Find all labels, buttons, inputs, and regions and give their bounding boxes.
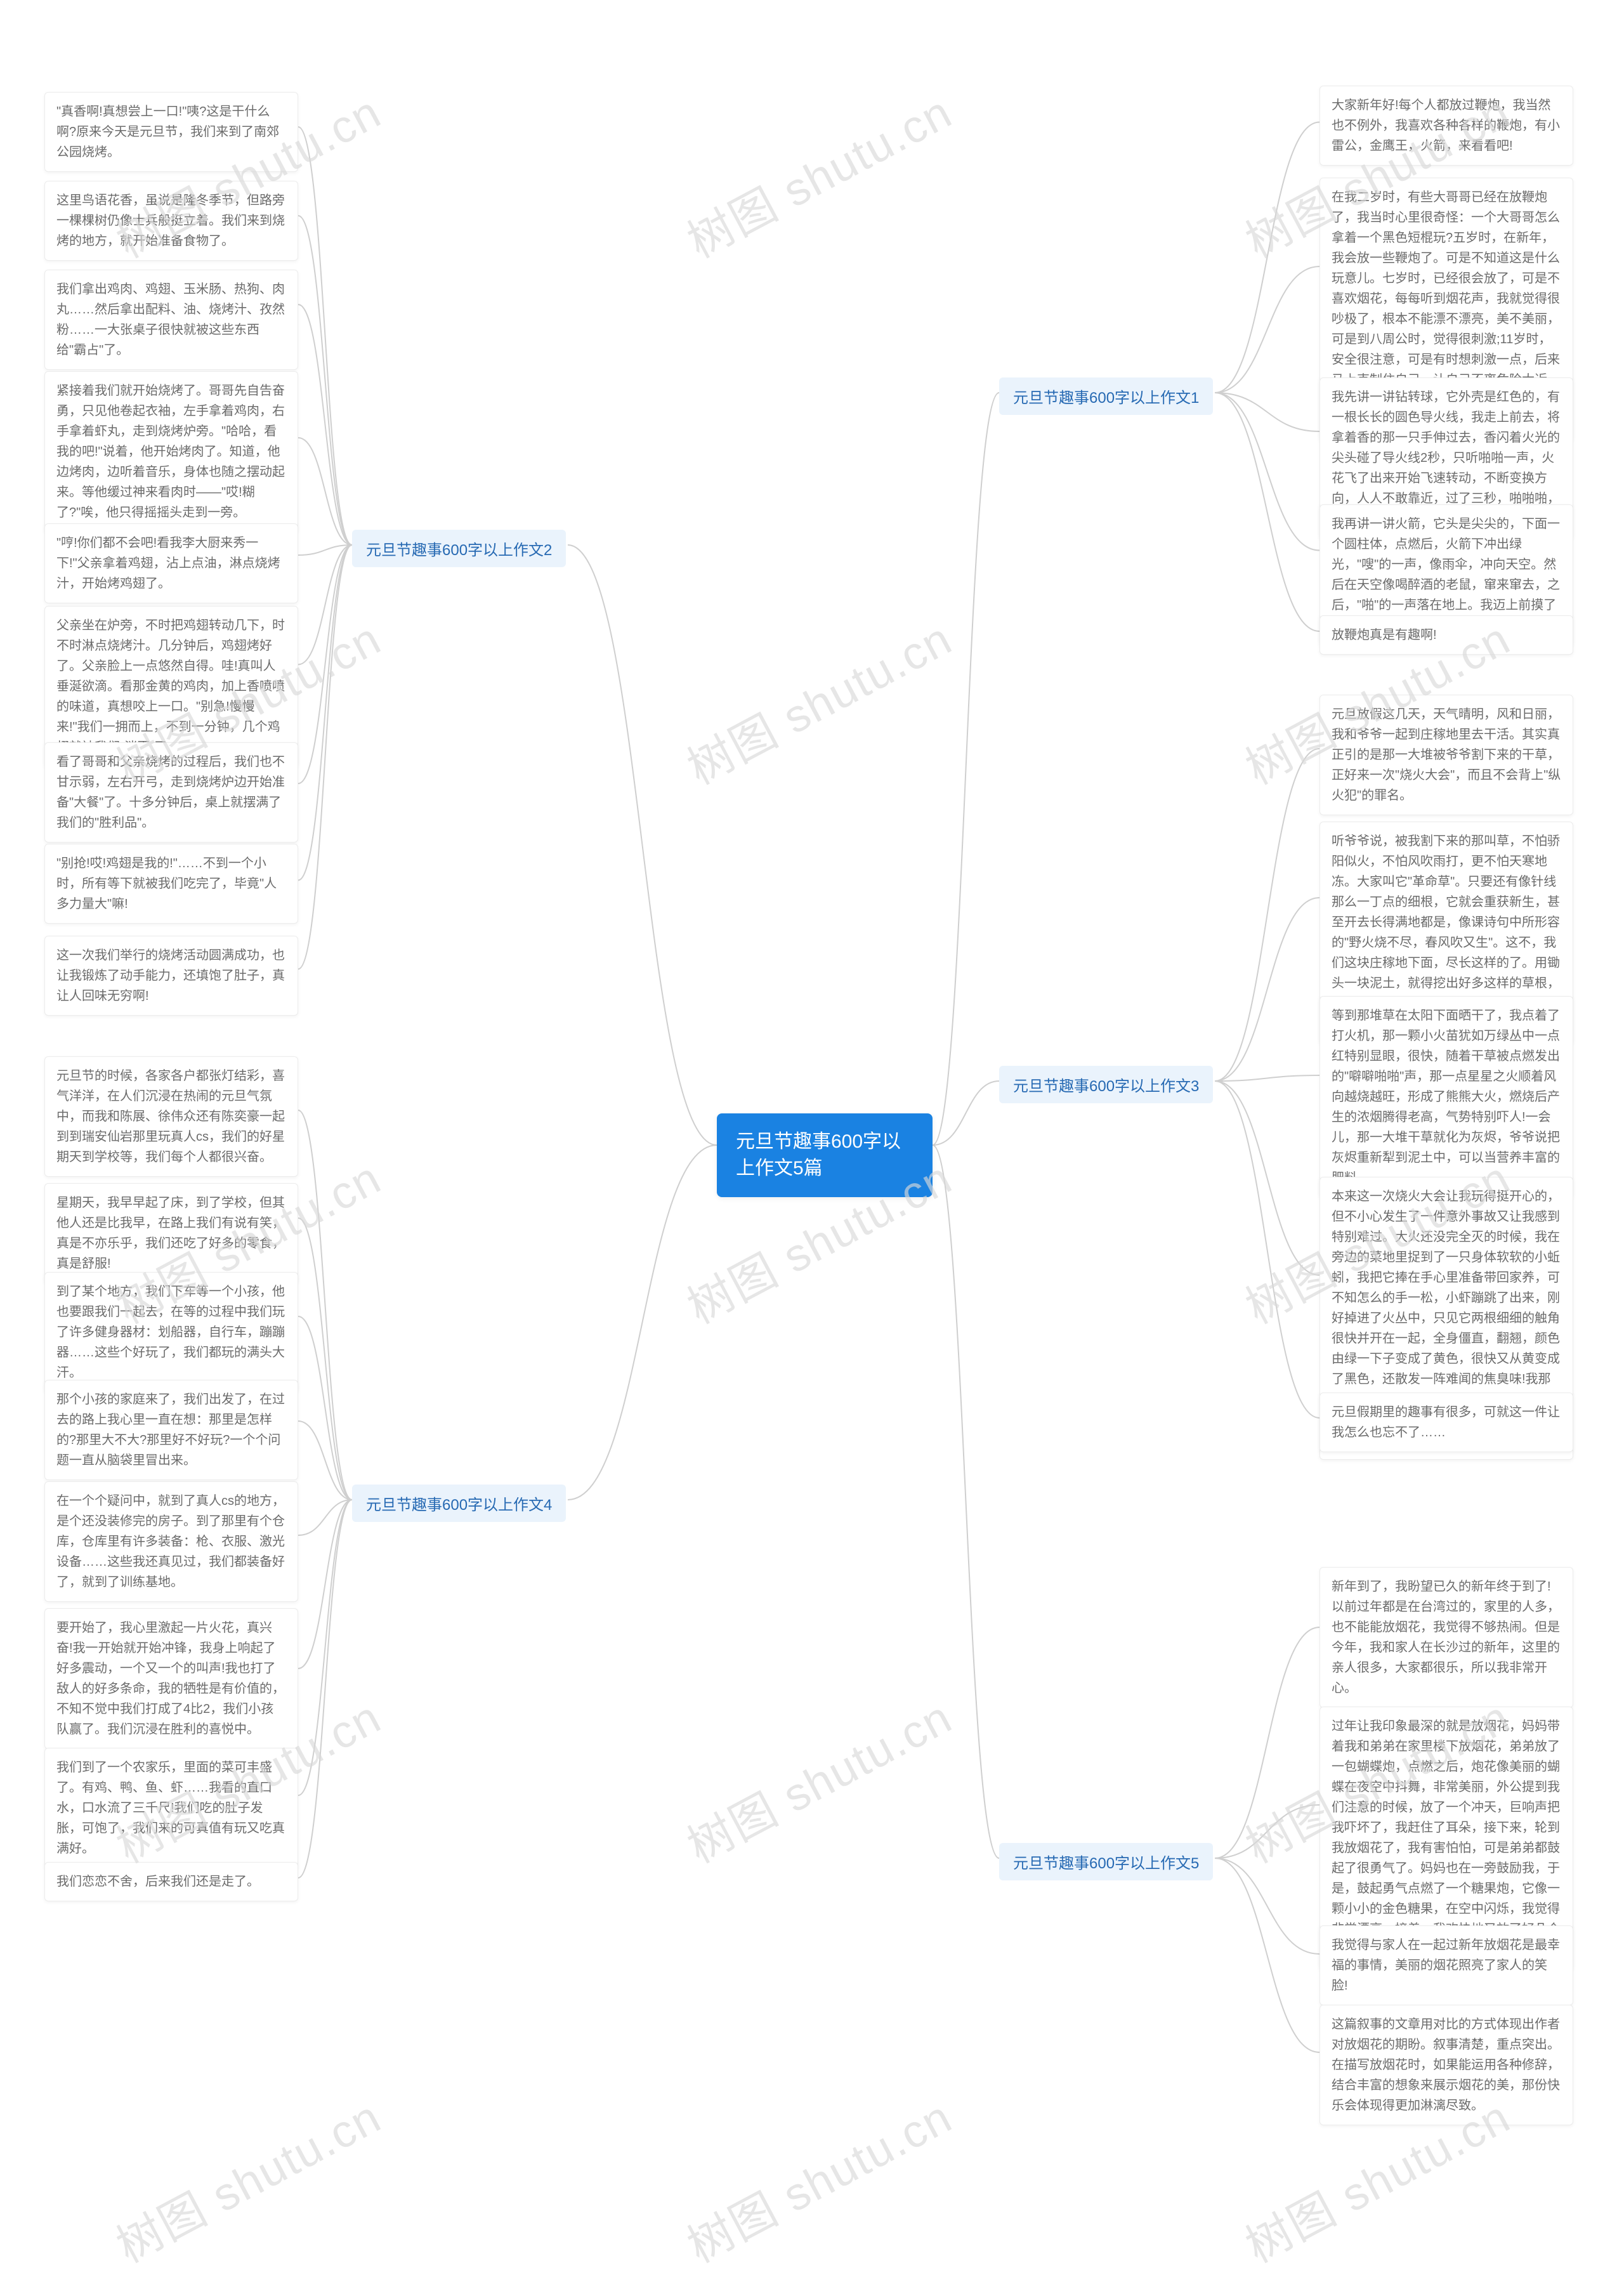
center-node[interactable]: 元旦节趣事600字以上作文5篇 (717, 1113, 933, 1197)
watermark: 树图 shutu.cn (674, 1681, 962, 1876)
watermark: 树图 shutu.cn (674, 602, 962, 797)
leaf-b2-8[interactable]: 这一次我们举行的烧烤活动圆满成功，也让我锻炼了动手能力，还填饱了肚子，真让人回味… (44, 936, 298, 1016)
leaf-b3-0[interactable]: 元旦放假这几天，天气晴明，风和日丽，我和爷爷一起到庄稼地里去干活。其实真正引的是… (1320, 695, 1573, 815)
leaf-b2-6[interactable]: 看了哥哥和父亲烧烤的过程后，我们也不甘示弱，左右开弓，走到烧烤炉边开始准备"大餐… (44, 742, 298, 842)
branch-b5[interactable]: 元旦节趣事600字以上作文5 (999, 1843, 1213, 1880)
leaf-b2-0[interactable]: "真香啊!真想尝上一口!"咦?这是干什么啊?原来今天是元旦节，我们来到了南郊公园… (44, 92, 298, 172)
mindmap-canvas: 元旦节趣事600字以上作文5篇 元旦节趣事600字以上作文1 大家新年好!每个人都… (0, 0, 1624, 2257)
leaf-b4-5[interactable]: 要开始了，我心里激起一片火花，真兴奋!我一开始就开始冲锋，我身上响起了好多震动，… (44, 1608, 298, 1749)
leaf-b1-0[interactable]: 大家新年好!每个人都放过鞭炮，我当然也不例外，我喜欢各种各样的鞭炮，有小雷公，金… (1320, 86, 1573, 166)
branch-b4[interactable]: 元旦节趣事600字以上作文4 (352, 1485, 566, 1522)
leaf-b5-0[interactable]: 新年到了，我盼望已久的新年终于到了!以前过年都是在台湾过的，家里的人多，也不能能… (1320, 1567, 1573, 1708)
leaf-b4-3[interactable]: 那个小孩的家庭来了，我们出发了，在过去的路上我心里一直在想：那里是怎样的?那里大… (44, 1380, 298, 1480)
leaf-b4-6[interactable]: 我们到了一个农家乐，里面的菜可丰盛了。有鸡、鸭、鱼、虾……我看的直口水，口水流了… (44, 1748, 298, 1868)
watermark: 树图 shutu.cn (674, 75, 962, 271)
branch-b3[interactable]: 元旦节趣事600字以上作文3 (999, 1066, 1213, 1103)
leaf-b1-4[interactable]: 放鞭炮真是有趣啊! (1320, 615, 1573, 655)
leaf-b2-1[interactable]: 这里鸟语花香，虽说是隆冬季节，但路旁一棵棵树仍像士兵般挺立着。我们来到烧烤的地方… (44, 181, 298, 261)
leaf-b2-4[interactable]: "哼!你们都不会吧!看我李大厨来秀一下!"父亲拿着鸡翅，沾上点油，淋点烧烤汁，开… (44, 523, 298, 603)
leaf-b2-2[interactable]: 我们拿出鸡肉、鸡翅、玉米肠、热狗、肉丸……然后拿出配料、油、烧烤汁、孜然粉……一… (44, 270, 298, 370)
leaf-b4-2[interactable]: 到了某个地方，我们下车等一个小孩，他也要跟我们一起去，在等的过程中我们玩了许多健… (44, 1272, 298, 1393)
watermark: 树图 shutu.cn (103, 2080, 391, 2275)
leaf-b2-3[interactable]: 紧接着我们就开始烧烤了。哥哥先自告奋勇，只见他卷起衣袖，左手拿着鸡肉，右手拿着虾… (44, 371, 298, 532)
branch-b1[interactable]: 元旦节趣事600字以上作文1 (999, 377, 1213, 415)
leaf-b5-2[interactable]: 我觉得与家人在一起过新年放烟花是最幸福的事情，美丽的烟花照亮了家人的笑脸! (1320, 1925, 1573, 2005)
leaf-b5-3[interactable]: 这篇叙事的文章用对比的方式体现出作者对放烟花的期盼。叙事清楚，重点突出。在描写放… (1320, 2005, 1573, 2125)
leaf-b4-4[interactable]: 在一个个疑问中，就到了真人cs的地方，是个还没装修完的房子。到了那里有个仓库，仓… (44, 1481, 298, 1602)
watermark: 树图 shutu.cn (674, 2080, 962, 2275)
leaf-b4-7[interactable]: 我们恋恋不舍，后来我们还是走了。 (44, 1862, 298, 1901)
leaf-b4-1[interactable]: 星期天，我早早起了床，到了学校，但其他人还是比我早，在路上我们有说有笑，真是不亦… (44, 1183, 298, 1283)
leaf-b3-2[interactable]: 等到那堆草在太阳下面晒干了，我点着了打火机，那一颗小火苗犹如万绿丛中一点红特别显… (1320, 996, 1573, 1198)
branch-b2[interactable]: 元旦节趣事600字以上作文2 (352, 530, 566, 567)
leaf-b4-0[interactable]: 元旦节的时候，各家各户都张灯结彩，喜气洋洋，在人们沉浸在热闹的元旦气氛中，而我和… (44, 1056, 298, 1177)
leaf-b3-4[interactable]: 元旦假期里的趣事有很多，可就这一件让我怎么也忘不了…… (1320, 1393, 1573, 1452)
leaf-b2-7[interactable]: "别抢!哎!鸡翅是我的!"……不到一个小时，所有等下就被我们吃完了，毕竟"人多力… (44, 844, 298, 924)
